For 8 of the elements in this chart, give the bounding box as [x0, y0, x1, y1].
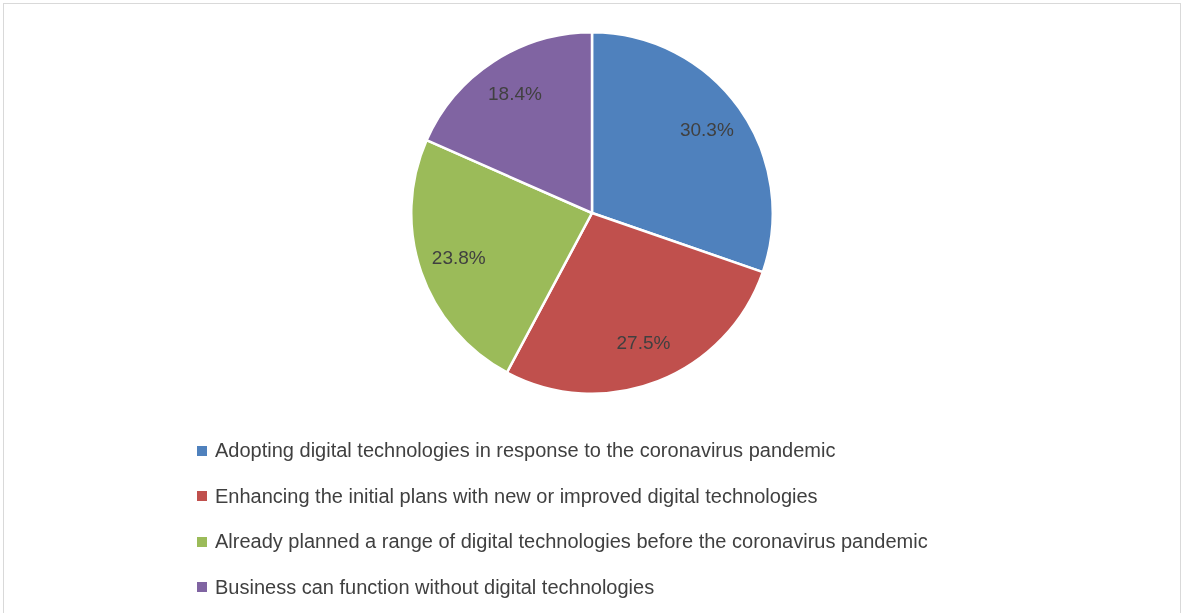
legend-label: Adopting digital technologies in response to the coronavirus pandemic — [215, 439, 836, 463]
legend-label: Enhancing the initial plans with new or improved digital technologies — [215, 484, 818, 508]
data-label: 27.5% — [616, 332, 671, 354]
legend-label: Already planned a range of digital technologies before the coronavirus pandemic — [215, 530, 928, 554]
data-label: 18.4% — [488, 83, 543, 105]
data-label: 23.8% — [431, 247, 486, 269]
legend-label: Business can function without digital technologies — [215, 575, 655, 599]
data-label: 30.3% — [679, 119, 734, 141]
